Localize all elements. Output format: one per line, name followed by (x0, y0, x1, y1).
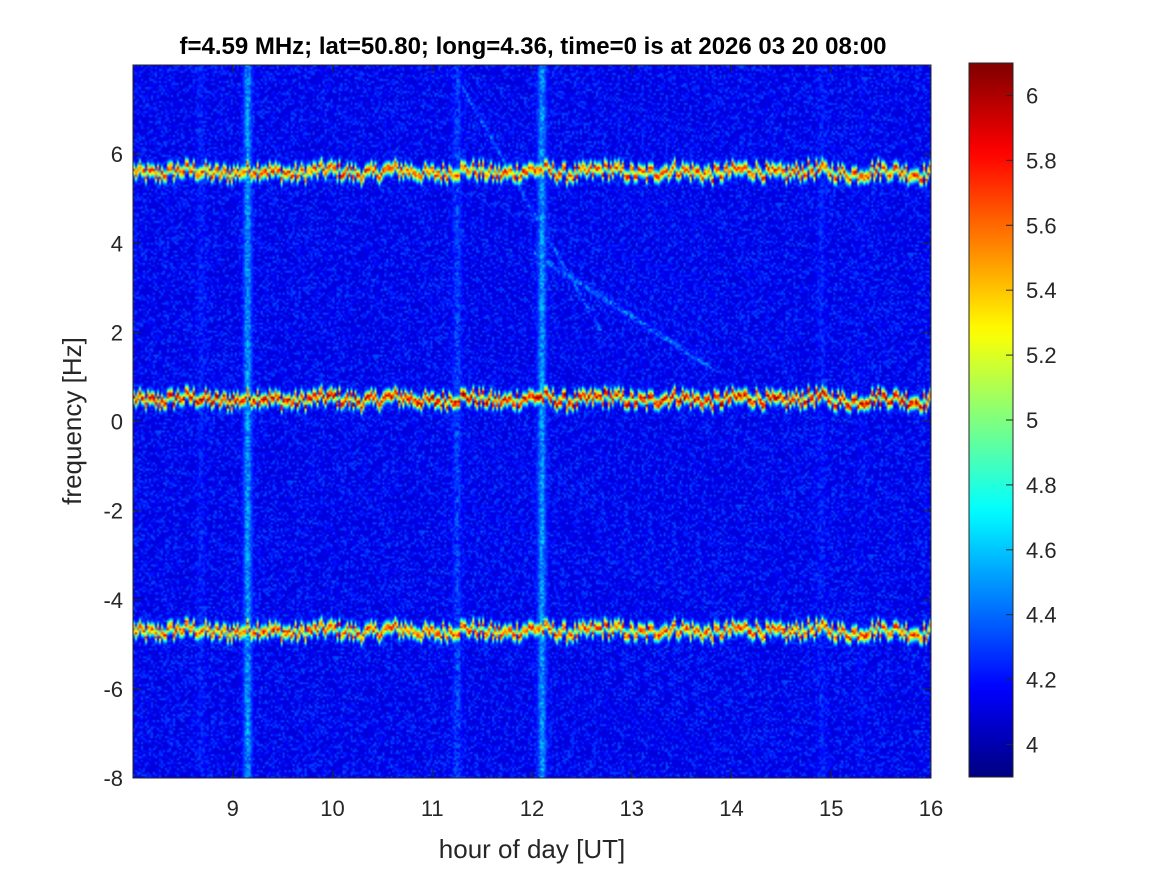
colorbar-tick-label: 5 (1026, 408, 1038, 433)
y-tick-label: -8 (103, 766, 123, 791)
x-tick-label: 10 (320, 796, 344, 821)
x-tick-label: 9 (227, 796, 239, 821)
colorbar-gradient (969, 63, 1013, 777)
colorbar-tick-label: 4 (1026, 733, 1038, 758)
x-tick-label: 12 (520, 796, 544, 821)
x-tick-label: 13 (620, 796, 644, 821)
y-tick-label: -2 (103, 499, 123, 524)
y-tick-label: 2 (111, 320, 123, 345)
colorbar-tick-label: 6 (1026, 83, 1038, 108)
x-axis-ticks: 9 10 11 12 13 14 15 16 (227, 65, 943, 821)
y-axis-label: frequency [Hz] (57, 337, 87, 505)
colorbar: 4 4.2 4.4 4.6 4.8 5 5.2 5.4 5.6 5.8 6 (968, 62, 1057, 778)
colorbar-tick-label: 5.6 (1026, 213, 1057, 238)
colorbar-tick-label: 4.2 (1026, 668, 1057, 693)
spectrogram-image (133, 65, 931, 778)
x-tick-label: 16 (919, 796, 943, 821)
plot-area (132, 64, 932, 779)
x-axis-label: hour of day [UT] (439, 834, 625, 864)
y-tick-label: -6 (103, 677, 123, 702)
x-tick-label: 11 (421, 796, 444, 821)
colorbar-ticks: 4 4.2 4.4 4.6 4.8 5 5.2 5.4 5.6 5.8 6 (1006, 83, 1057, 758)
x-tick-label: 14 (719, 796, 743, 821)
colorbar-tick-label: 4.8 (1026, 473, 1057, 498)
colorbar-tick-label: 5.8 (1026, 148, 1057, 173)
y-tick-label: 4 (111, 231, 123, 256)
colorbar-tick-label: 5.4 (1026, 278, 1057, 303)
y-tick-label: -4 (103, 588, 123, 613)
x-tick-label: 15 (819, 796, 843, 821)
y-axis-ticks: -8 -6 -4 -2 0 2 4 6 (103, 142, 931, 791)
colorbar-tick-label: 4.6 (1026, 538, 1057, 563)
colorbar-tick-label: 4.4 (1026, 603, 1057, 628)
y-tick-label: 0 (111, 410, 123, 435)
y-tick-label: 6 (111, 142, 123, 167)
colorbar-tick-label: 5.2 (1026, 343, 1057, 368)
chart-title: f=4.59 MHz; lat=50.80; long=4.36, time=0… (179, 33, 886, 60)
